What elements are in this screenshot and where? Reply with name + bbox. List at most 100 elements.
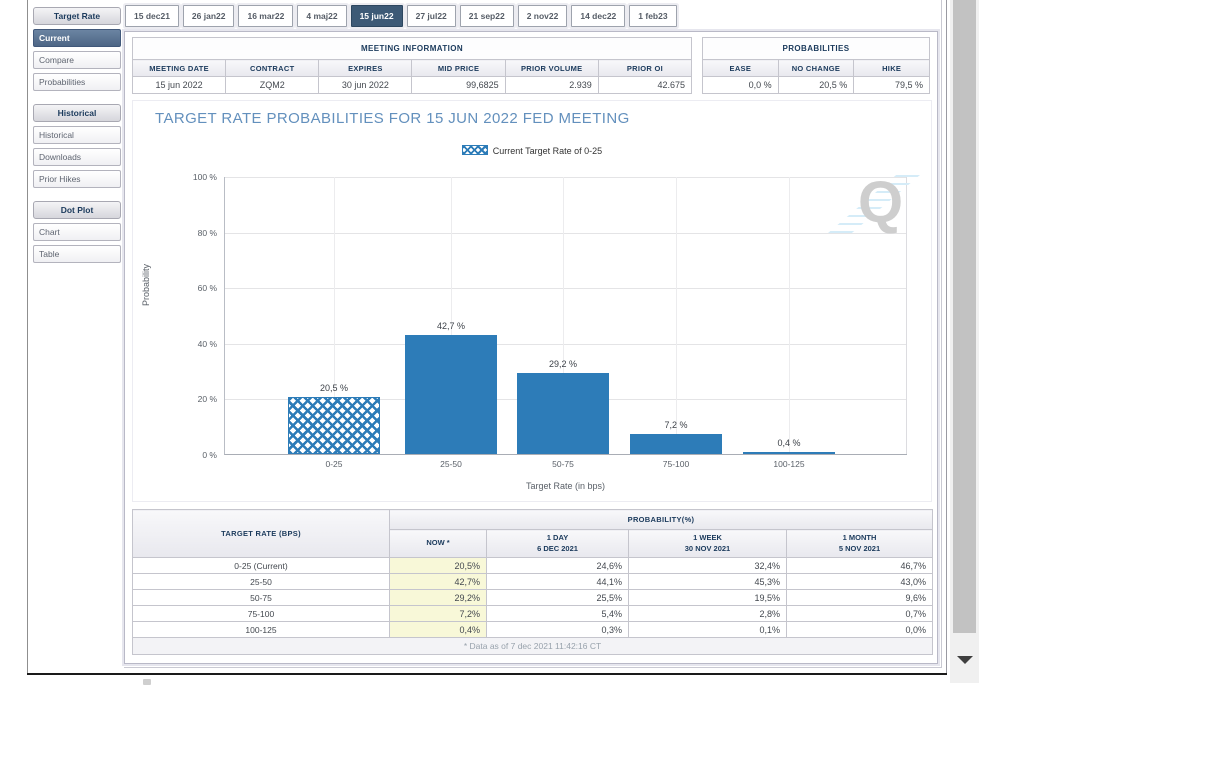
tab-15-jun22[interactable]: 15 jun22 bbox=[350, 5, 403, 27]
history-cell: 2,8% bbox=[628, 605, 787, 622]
sidebar-item-current[interactable]: Current bbox=[33, 29, 121, 47]
probabilities-header-no-change: NO CHANGE bbox=[777, 59, 855, 77]
history-cell: 42,7% bbox=[389, 573, 487, 590]
history-cell: 32,4% bbox=[628, 557, 787, 574]
sidebar-item-table[interactable]: Table bbox=[33, 245, 121, 263]
scroll-down-icon[interactable] bbox=[957, 656, 973, 664]
gridline-vertical bbox=[789, 177, 790, 454]
x-tick-label: 100-125 bbox=[773, 459, 805, 469]
history-cell: 25,5% bbox=[486, 589, 629, 606]
history-column-header-1-week: 1 WEEK 30 NOV 2021 bbox=[628, 529, 787, 558]
history-column-header-1-day: 1 DAY 6 DEC 2021 bbox=[486, 529, 629, 558]
gridline-horizontal bbox=[225, 288, 907, 289]
frame-bottom-black-line bbox=[27, 673, 947, 675]
sidebar-item-downloads[interactable]: Downloads bbox=[33, 148, 121, 166]
sidebar-section-dot-plot: Dot Plot Chart Table bbox=[33, 201, 121, 263]
meeting-info-header-prior-volume: PRIOR VOLUME bbox=[504, 59, 599, 77]
meeting-info-header-meeting-date: MEETING DATE bbox=[131, 59, 227, 77]
page-artifact bbox=[143, 679, 151, 685]
history-cell: 20,5% bbox=[389, 557, 487, 574]
frame-right-border-inner bbox=[941, 0, 942, 667]
meeting-info-header-contract: CONTRACT bbox=[225, 59, 320, 77]
history-cell: 44,1% bbox=[486, 573, 629, 590]
panel-bottom-edge bbox=[124, 667, 942, 668]
chart-title: TARGET RATE PROBABILITIES FOR 15 JUN 202… bbox=[155, 110, 630, 127]
sidebar-item-prior-hikes[interactable]: Prior Hikes bbox=[33, 170, 121, 188]
scrollbar-thumb[interactable] bbox=[953, 0, 976, 633]
history-row-50-75: 50-75 29,2% 25,5% 19,5% 9,6% bbox=[132, 589, 934, 606]
plot-right-edge bbox=[906, 177, 907, 454]
history-row-label: 75-100 bbox=[132, 605, 390, 622]
gridline-vertical bbox=[676, 177, 677, 454]
history-cell: 0,3% bbox=[486, 621, 629, 638]
gridline-horizontal bbox=[225, 177, 907, 178]
probabilities-summary-table: PROBABILITIES EASE NO CHANGE HIKE 0,0 % 20,5 … bbox=[702, 37, 930, 94]
gridline-horizontal bbox=[225, 233, 907, 234]
probabilities-value-hike: 79,5 % bbox=[853, 76, 930, 94]
frame-right-border-outer bbox=[946, 0, 947, 675]
bar-50-75 bbox=[517, 373, 609, 454]
history-column-header-now: NOW * bbox=[389, 529, 487, 558]
meeting-info-value-mid-price: 99,6825 bbox=[411, 76, 506, 94]
meeting-info-header-expires: EXPIRES bbox=[318, 59, 413, 77]
meeting-info-header-prior-oi: PRIOR OI bbox=[597, 59, 693, 77]
bar-value-label: 0,4 % bbox=[777, 438, 801, 448]
gridline-horizontal bbox=[225, 344, 907, 345]
sidebar-item-compare[interactable]: Compare bbox=[33, 51, 121, 69]
history-cell: 45,3% bbox=[628, 573, 787, 590]
history-row-label: 100-125 bbox=[132, 621, 390, 638]
history-row-label: 0-25 (Current) bbox=[132, 557, 390, 574]
history-cell: 24,6% bbox=[486, 557, 629, 574]
bar-0-25 bbox=[288, 397, 380, 454]
meeting-information-table: MEETING INFORMATION MEETING DATE CONTRACT E… bbox=[131, 37, 693, 94]
tab-2-nov22[interactable]: 2 nov22 bbox=[517, 5, 568, 27]
tab-21-sep22[interactable]: 21 sep22 bbox=[459, 5, 514, 27]
y-axis-title: Probability bbox=[141, 263, 151, 306]
meeting-info-value-meeting-date: 15 jun 2022 bbox=[131, 76, 227, 94]
x-tick-label: 25-50 bbox=[440, 459, 462, 469]
sidebar-item-historical[interactable]: Historical bbox=[33, 126, 121, 144]
tab-16-mar22[interactable]: 16 mar22 bbox=[238, 5, 294, 27]
tab-1-feb23[interactable]: 1 feb23 bbox=[629, 5, 677, 27]
tab-14-dec22[interactable]: 14 dec22 bbox=[571, 5, 626, 27]
y-tick-label: 0 % bbox=[202, 450, 217, 460]
frame-left-border bbox=[27, 0, 28, 675]
x-tick-label: 75-100 bbox=[662, 459, 690, 469]
history-cell: 43,0% bbox=[785, 573, 934, 590]
history-corner-header: TARGET RATE (BPS) bbox=[132, 509, 390, 558]
history-group-header: PROBABILITY(%) bbox=[388, 509, 934, 530]
bar-25-50 bbox=[405, 335, 497, 454]
probabilities-value-no-change: 20,5 % bbox=[777, 76, 855, 94]
meeting-info-title: MEETING INFORMATION bbox=[132, 37, 692, 60]
probabilities-header-ease: EASE bbox=[702, 59, 779, 77]
gridline-vertical bbox=[334, 177, 335, 454]
sidebar: Target Rate Current Compare Probabilities Hi… bbox=[33, 7, 121, 276]
bar-75-100 bbox=[630, 434, 722, 454]
gridline-vertical bbox=[563, 177, 564, 454]
x-tick-label: 0-25 bbox=[325, 459, 343, 469]
x-axis-title: Target Rate (in bps) bbox=[525, 481, 606, 491]
bar-100-125 bbox=[743, 452, 835, 454]
history-row-100-125: 100-125 0,4% 0,3% 0,1% 0,0% bbox=[132, 621, 934, 638]
history-row-label: 50-75 bbox=[132, 589, 390, 606]
gridline-vertical bbox=[451, 177, 452, 454]
tab-4-maj22[interactable]: 4 maj22 bbox=[297, 5, 347, 27]
legend-label: Current Target Rate of 0-25 bbox=[492, 146, 603, 156]
history-cell: 46,7% bbox=[785, 557, 934, 574]
bar-value-label: 42,7 % bbox=[436, 321, 466, 331]
sidebar-item-chart[interactable]: Chart bbox=[33, 223, 121, 241]
history-row-label: 25-50 bbox=[132, 573, 390, 590]
meeting-info-value-expires: 30 jun 2022 bbox=[318, 76, 413, 94]
sidebar-header-historical: Historical bbox=[33, 104, 121, 122]
tab-15-dec21[interactable]: 15 dec21 bbox=[125, 5, 179, 27]
plot-area: 100 % 80 % 60 % 40 % 20 % 0 % 20,5 % 0-25 42,7 %… bbox=[193, 172, 907, 469]
legend-hatch-swatch bbox=[461, 145, 488, 155]
meeting-info-header-mid-price: MID PRICE bbox=[411, 59, 506, 77]
bar-value-label: 29,2 % bbox=[548, 359, 578, 369]
tab-27-jul22[interactable]: 27 jul22 bbox=[406, 5, 456, 27]
history-row-75-100: 75-100 7,2% 5,4% 2,8% 0,7% bbox=[132, 605, 934, 622]
watermark-q-letter: Q bbox=[858, 170, 904, 235]
tab-26-jan22[interactable]: 26 jan22 bbox=[182, 5, 235, 27]
sidebar-item-probabilities[interactable]: Probabilities bbox=[33, 73, 121, 91]
history-cell: 9,6% bbox=[785, 589, 934, 606]
